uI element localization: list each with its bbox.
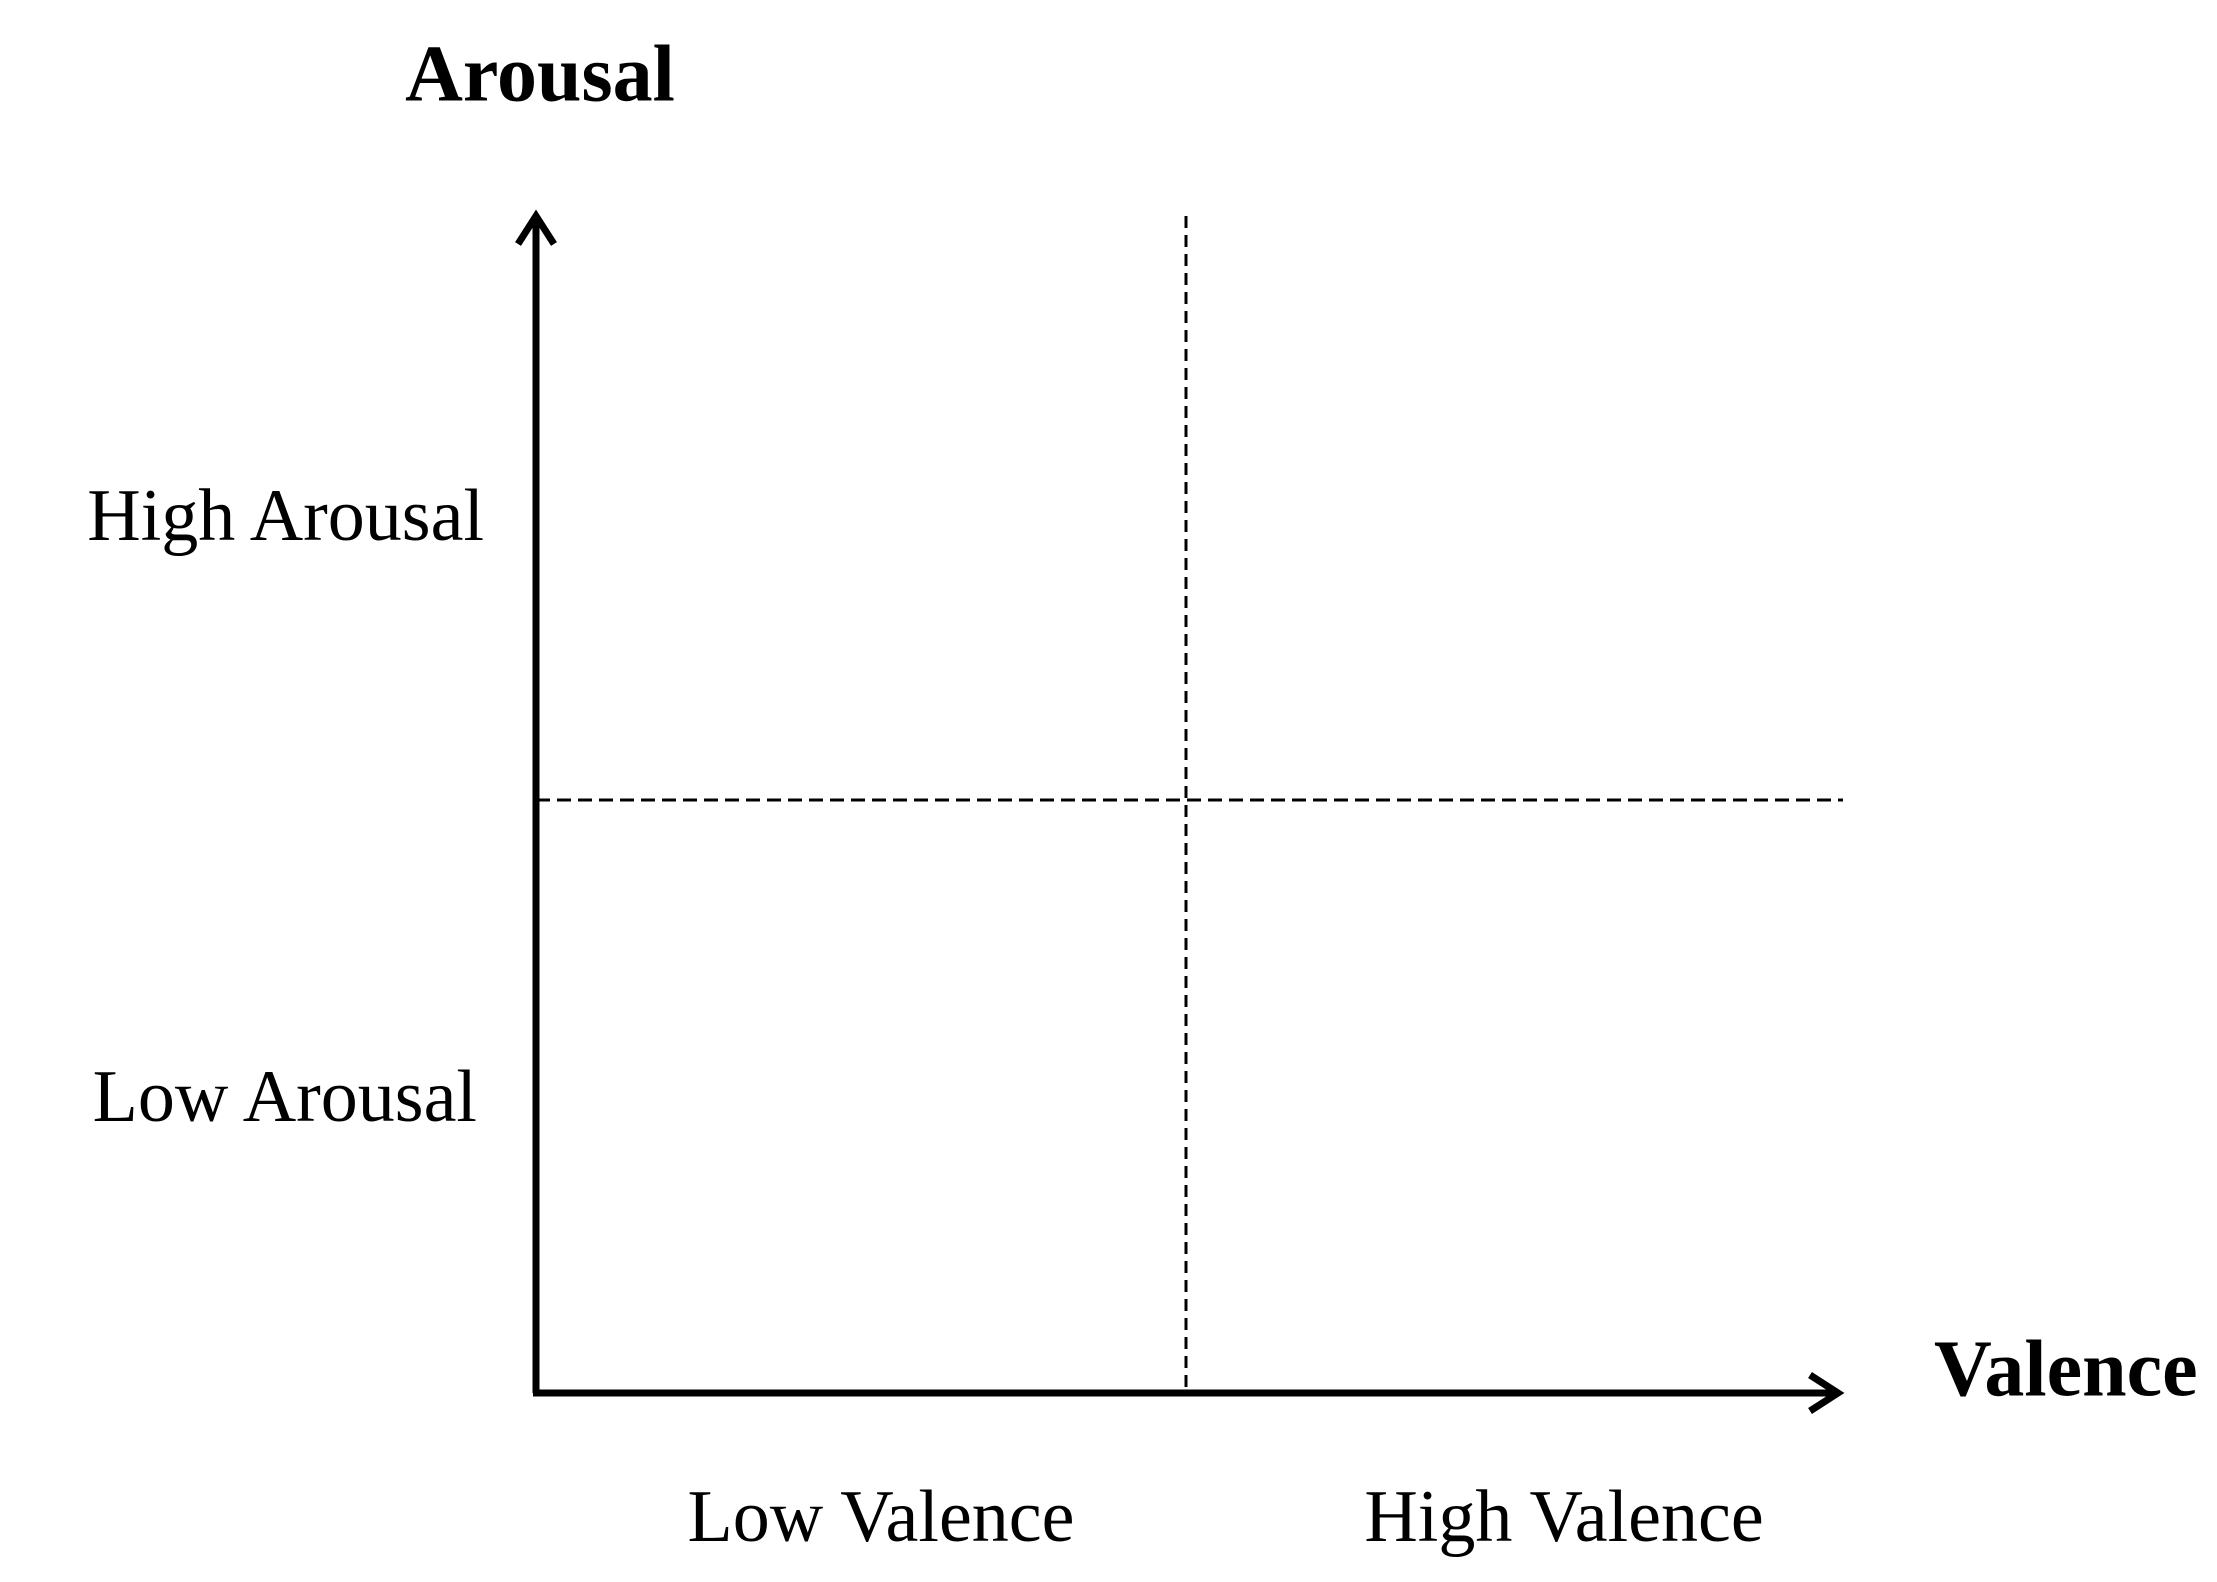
x-low-label: Low Valence <box>688 1476 1075 1558</box>
x-high-label: High Valence <box>1364 1476 1763 1558</box>
y-low-label: Low Arousal <box>93 1056 477 1138</box>
x-axis-arrow <box>1808 1372 1845 1414</box>
y-axis-title: Arousal <box>405 30 675 118</box>
y-axis-arrow <box>515 209 557 246</box>
y-high-label: High Arousal <box>87 475 484 557</box>
x-axis-title: Valence <box>1934 1325 2198 1413</box>
